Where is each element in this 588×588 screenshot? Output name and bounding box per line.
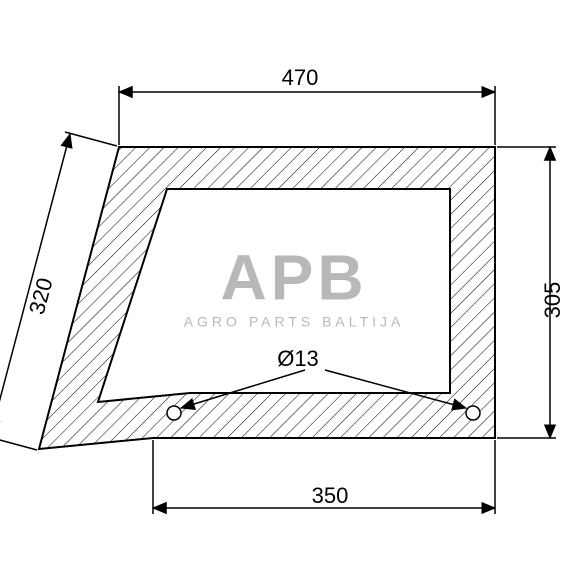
- dim-right-label: 305: [540, 282, 565, 319]
- hole-dia-label: Ø13: [277, 346, 319, 371]
- part-body: [39, 147, 495, 449]
- dim-top-label: 470: [282, 65, 319, 90]
- dim-bot-label: 350: [312, 483, 349, 508]
- drawing-canvas: Ø13 470 350 305 320: [0, 0, 588, 588]
- hole-left: [167, 406, 181, 420]
- hole-right: [466, 406, 480, 420]
- ext-slant-top: [65, 132, 117, 146]
- dim-slant-label: 320: [24, 275, 58, 317]
- ext-slant-bot: [0, 436, 37, 450]
